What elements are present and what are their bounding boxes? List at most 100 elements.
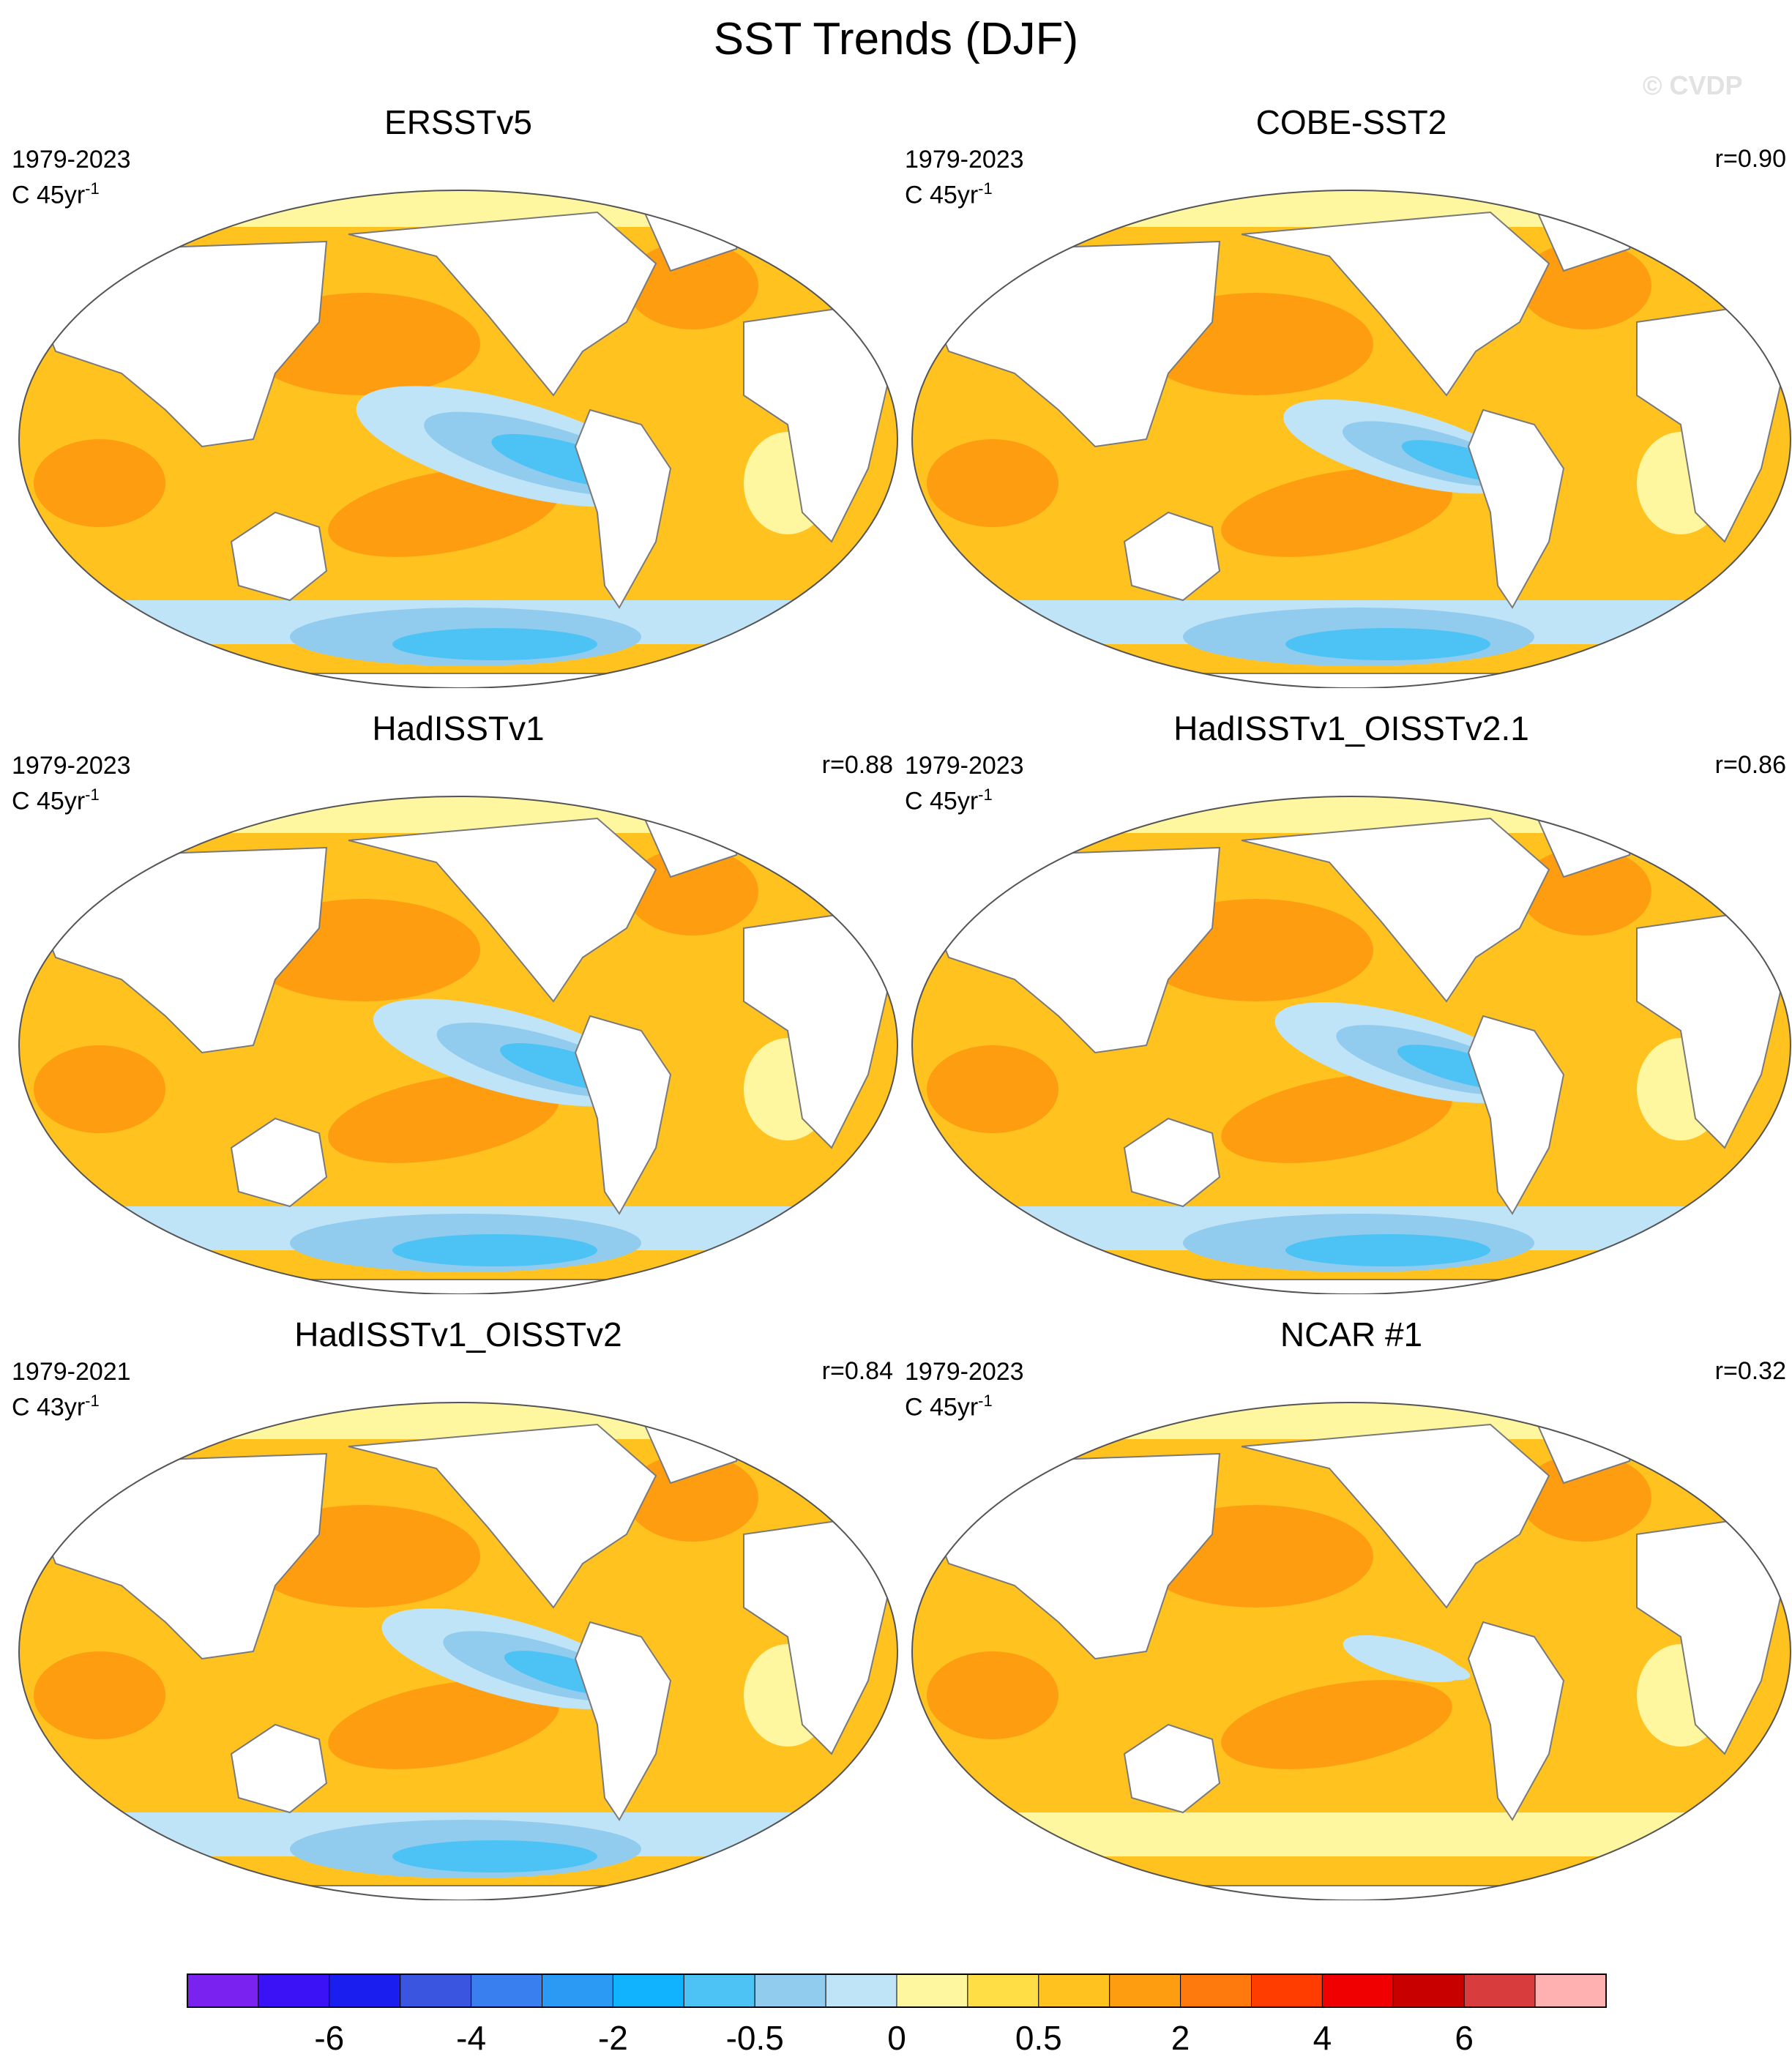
colorbar-swatch	[1534, 1973, 1607, 2008]
robinson-map	[18, 1402, 898, 1900]
colorbar-tick-label: 4	[1313, 2019, 1332, 2057]
land-south-america	[1467, 1015, 1565, 1215]
arctic-band	[19, 796, 897, 833]
panel-units-exponent: -1	[978, 1392, 993, 1410]
north-atlantic-warm-anomaly	[1520, 242, 1651, 329]
north-atlantic-warm-anomaly	[627, 848, 758, 936]
land-north-america	[348, 817, 657, 1003]
pacific-cool-tongue	[1393, 1651, 1471, 1681]
panel-units-base: C 45yr	[12, 787, 86, 815]
land-antarctica	[1036, 673, 1667, 688]
land-antarctica	[1036, 1279, 1667, 1294]
panel-units-exponent: -1	[85, 179, 100, 198]
colorbar-tick-label: 0	[887, 2019, 906, 2057]
panel-units: C 45yr-1	[12, 780, 100, 815]
land-australia	[230, 1117, 328, 1208]
south-pacific-warm-anomaly	[1221, 1680, 1452, 1769]
indian-ocean-warm-anomaly	[927, 1045, 1059, 1133]
panel-units: C 43yr-1	[12, 1386, 100, 1422]
land-australia	[1123, 1117, 1221, 1208]
colorbar-tick-label: -2	[598, 2019, 628, 2057]
panel-period: 1979-2023	[905, 146, 1024, 173]
panel-title: HadISSTv1_OISSTv2.1	[1173, 709, 1529, 747]
indian-ocean-warm-anomaly	[34, 439, 165, 527]
colorbar-swatch	[1251, 1973, 1323, 2008]
land-south-america	[1467, 1621, 1565, 1821]
land-north-america	[1241, 817, 1550, 1003]
panel-units-exponent: -1	[85, 1392, 100, 1410]
panel-title: HadISSTv1	[372, 709, 545, 747]
panel-title: NCAR #1	[1280, 1315, 1423, 1353]
panel-units-base: C 45yr	[905, 1393, 979, 1422]
panel-units: C 45yr-1	[905, 1386, 993, 1422]
colorbar-swatch	[1180, 1973, 1252, 2008]
north-atlantic-warm-anomaly	[627, 1454, 758, 1542]
colorbar-swatch	[471, 1973, 542, 2008]
north-atlantic-warm-anomaly	[627, 242, 758, 329]
panel-units-base: C 43yr	[12, 1393, 86, 1422]
indian-ocean-warm-anomaly	[34, 1651, 165, 1739]
colorbar-tick-label: 2	[1171, 2019, 1190, 2057]
panel-units-exponent: -1	[85, 785, 100, 804]
map-outline	[911, 1402, 1791, 1900]
land-australia	[1123, 511, 1221, 602]
indian-ocean-warm-anomaly	[927, 439, 1059, 527]
map-outline	[911, 190, 1791, 688]
map-outline	[18, 190, 898, 688]
indian-ocean-warm-anomaly	[34, 1045, 165, 1133]
colorbar-swatch	[967, 1973, 1039, 2008]
panel-title: ERSSTv5	[384, 103, 532, 141]
southern-ocean-cool-core	[392, 1234, 597, 1266]
land-australia	[230, 1723, 328, 1814]
map-panel: NCAR #1 1979-2023 C 45yr-1 r=0.32	[905, 1315, 1792, 1900]
colorbar-tick-label: -4	[456, 2019, 486, 2057]
colorbar-swatch	[400, 1973, 472, 2008]
colorbar-swatch	[542, 1973, 613, 2008]
panel-units: C 45yr-1	[905, 780, 993, 815]
colorbar-swatch	[683, 1973, 755, 2008]
land-north-america	[348, 211, 657, 397]
colorbar-swatch	[825, 1973, 897, 2008]
panel-correlation: r=0.86	[1714, 751, 1786, 779]
robinson-map	[911, 190, 1791, 688]
panel-correlation: r=0.88	[821, 751, 893, 779]
panel-title: HadISSTv1_OISSTv2	[294, 1315, 622, 1353]
north-atlantic-warm-anomaly	[1520, 848, 1651, 936]
indian-ocean-warm-anomaly	[927, 1651, 1059, 1739]
map-outline	[18, 1402, 898, 1900]
north-atlantic-warm-anomaly	[1520, 1454, 1651, 1542]
colorbar-swatch	[1321, 1973, 1394, 2008]
map-panel: HadISSTv1 1979-2023 C 45yr-1 r=0.88	[12, 709, 905, 1294]
land-australia	[1123, 1723, 1221, 1814]
colorbar-swatch	[1109, 1973, 1181, 2008]
colorbar-frame	[187, 1973, 1607, 2008]
colorbar-swatch	[754, 1973, 826, 2008]
south-pacific-warm-anomaly	[1221, 468, 1452, 557]
robinson-map	[18, 190, 898, 688]
colorbar-swatch	[329, 1973, 401, 2008]
panel-period: 1979-2023	[12, 146, 131, 173]
arctic-band	[912, 796, 1791, 833]
panel-period: 1979-2023	[905, 752, 1024, 780]
panel-period: 1979-2023	[12, 752, 131, 780]
robinson-map	[18, 796, 898, 1294]
robinson-map	[911, 1402, 1791, 1900]
colorbar-swatch	[258, 1973, 330, 2008]
south-pacific-warm-anomaly	[328, 1680, 559, 1769]
panel-correlation: r=0.90	[1714, 145, 1786, 173]
panel-title: COBE-SST2	[1255, 103, 1447, 141]
panel-units: C 45yr-1	[12, 174, 100, 209]
map-panel: HadISSTv1_OISSTv2 1979-2021 C 43yr-1 r=0.84	[12, 1315, 905, 1900]
colorbar-swatch	[187, 1973, 259, 2008]
panel-units-base: C 45yr	[905, 181, 979, 209]
watermark: © CVDP	[1643, 70, 1743, 100]
panel-units-base: C 45yr	[905, 787, 979, 815]
colorbar-swatch	[612, 1973, 684, 2008]
map-panel: ERSSTv5 1979-2023 C 45yr-1	[12, 102, 905, 688]
land-antarctica	[143, 1279, 774, 1294]
land-antarctica	[143, 1885, 774, 1900]
southern-ocean-cool-core	[392, 1840, 597, 1872]
land-south-america	[1467, 408, 1565, 609]
panel-units-base: C 45yr	[12, 181, 86, 209]
land-australia	[230, 511, 328, 602]
